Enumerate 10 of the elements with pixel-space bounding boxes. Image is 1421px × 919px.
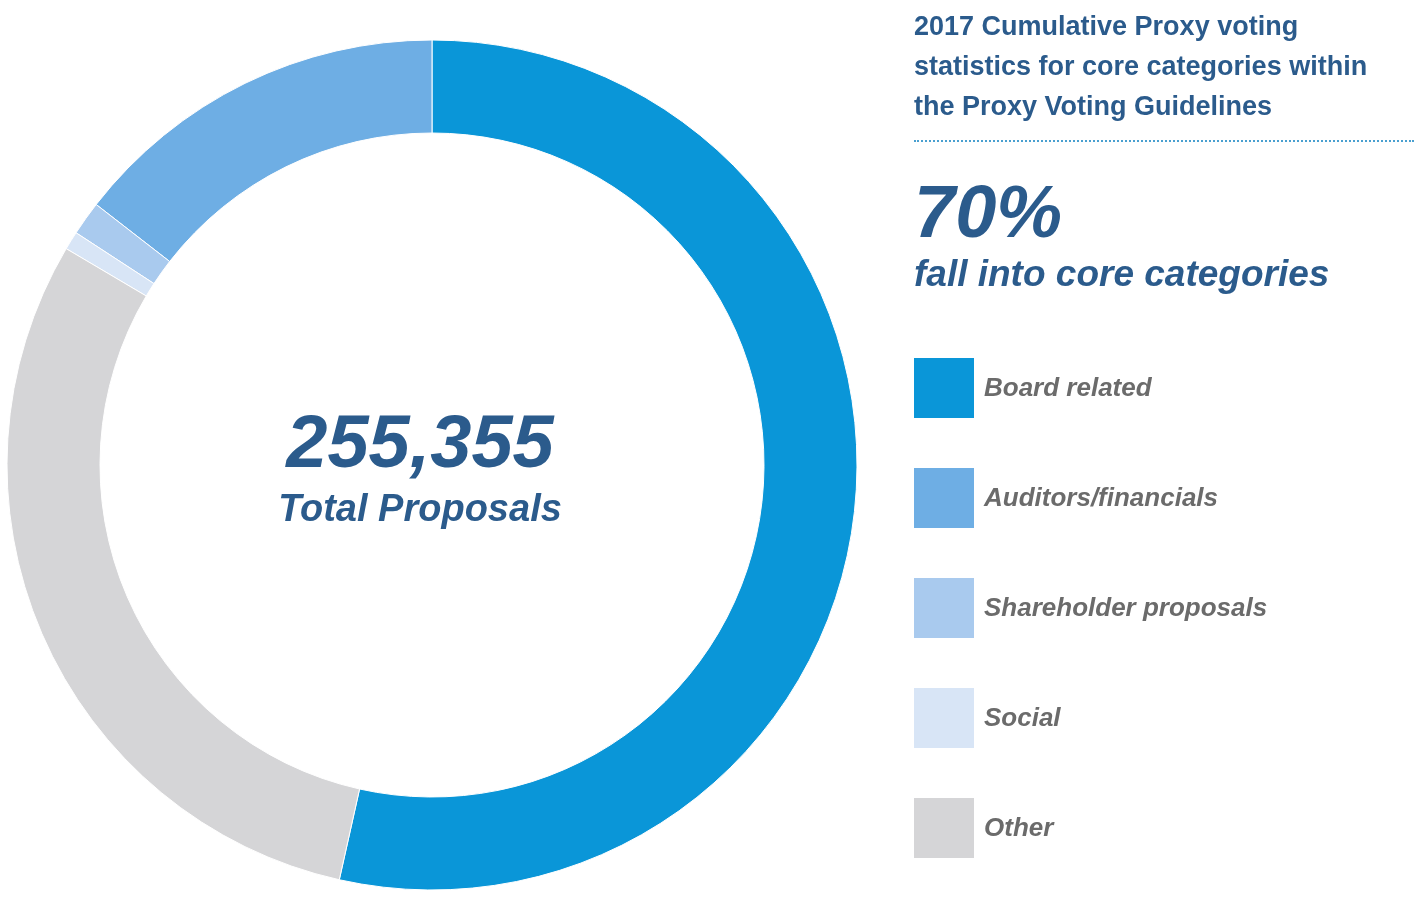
- legend-label: Social: [984, 702, 1062, 732]
- text: 70%: [914, 170, 1064, 253]
- text: 255,355: [284, 400, 556, 483]
- legend-label: Board related: [984, 372, 1153, 402]
- chart-title: 2017 Cumulative Proxy voting statistics for core categories within the Proxy Voting Guidelines: [914, 6, 1414, 142]
- text: Total Proposals: [278, 487, 562, 529]
- legend-label: Other: [984, 812, 1056, 842]
- legend-label: Shareholder proposals: [984, 592, 1268, 622]
- text: fall into core categories: [914, 252, 1331, 296]
- legend-label: Auditors/financials: [983, 482, 1219, 512]
